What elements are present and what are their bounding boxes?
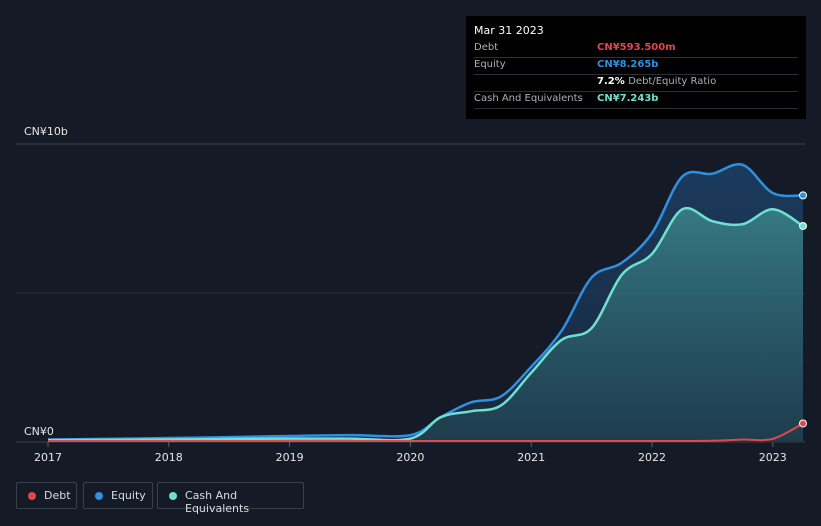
tooltip-cash-value: CN¥7.243b	[597, 93, 659, 104]
debt-legend-dot-icon	[28, 492, 36, 500]
cash-area	[48, 208, 803, 441]
tooltip-debt-row: Debt CN¥593.500m	[474, 40, 798, 58]
y-tick-label-zero: CN¥0	[24, 425, 54, 438]
legend-item-equity[interactable]: Equity	[83, 482, 153, 509]
tooltip-ratio-row: 7.2% Debt/Equity Ratio	[474, 74, 798, 92]
x-tick-label: 2023	[759, 451, 787, 464]
tooltip-equity-label: Equity	[474, 59, 506, 70]
tooltip-ratio: 7.2% Debt/Equity Ratio	[597, 76, 716, 87]
y-tick-label-top: CN¥10b	[24, 125, 68, 138]
tooltip-ratio-label: Debt/Equity Ratio	[628, 76, 717, 87]
debt-end-marker	[799, 419, 807, 428]
cash-end-marker	[799, 221, 807, 230]
tooltip-equity-value: CN¥8.265b	[597, 59, 659, 70]
x-tick-label: 2017	[34, 451, 62, 464]
debt-line	[48, 422, 804, 442]
legend-equity-label: Equity	[111, 489, 146, 502]
legend-item-cash[interactable]: Cash And Equivalents	[157, 482, 304, 515]
tooltip-panel: Mar 31 2023 Debt CN¥593.500m Equity CN¥8…	[466, 16, 806, 119]
cash-legend-dot-icon	[169, 492, 177, 500]
x-tick-label: 2021	[517, 451, 545, 464]
tooltip-debt-label: Debt	[474, 42, 499, 53]
x-tick-label: 2020	[396, 451, 424, 464]
cash-line	[47, 206, 804, 442]
legend-debt-label: Debt	[44, 489, 71, 502]
equity-end-marker	[799, 191, 807, 200]
x-axis-ticks: 2017 2018 2019 2020 2021 2022 2023	[34, 442, 787, 464]
x-tick-label: 2019	[276, 451, 304, 464]
x-tick-label: 2018	[155, 451, 183, 464]
tooltip-cash-row: Cash And Equivalents CN¥7.243b	[474, 91, 798, 109]
tooltip-debt-value: CN¥593.500m	[597, 42, 676, 53]
legend-cash-label: Cash And Equivalents	[185, 489, 250, 515]
tooltip-cash-label: Cash And Equivalents	[474, 93, 583, 104]
equity-line	[47, 162, 804, 441]
tooltip-equity-row: Equity CN¥8.265b	[474, 57, 798, 75]
tooltip-ratio-value: 7.2%	[597, 76, 625, 87]
tooltip-date: Mar 31 2023	[474, 24, 544, 37]
x-tick-label: 2022	[638, 451, 666, 464]
equity-legend-dot-icon	[95, 492, 103, 500]
legend-item-debt[interactable]: Debt	[16, 482, 77, 509]
